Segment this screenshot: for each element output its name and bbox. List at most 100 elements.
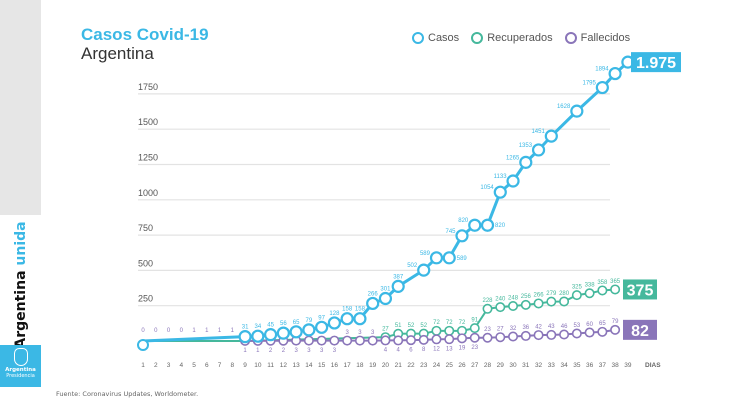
point-recuperados xyxy=(469,323,480,334)
point-casos xyxy=(519,155,533,169)
data-label: 820 xyxy=(495,223,506,229)
data-label: 23 xyxy=(471,345,478,351)
x-tick-label: 36 xyxy=(586,362,594,369)
point-recuperados xyxy=(610,284,621,295)
x-tick-label: 24 xyxy=(433,362,441,369)
point-fallecidos xyxy=(559,329,570,340)
y-tick-label: 750 xyxy=(138,223,153,233)
data-label: 42 xyxy=(535,324,542,330)
x-tick-label: 29 xyxy=(497,362,505,369)
x-tick-label: 9 xyxy=(243,362,247,369)
x-tick-label: 37 xyxy=(599,362,607,369)
data-label: 248 xyxy=(508,295,519,301)
point-fallecidos xyxy=(380,335,391,346)
point-casos xyxy=(378,291,393,306)
x-tick-label: 27 xyxy=(471,362,479,369)
point-fallecidos xyxy=(584,327,595,338)
final-value: 1.975 xyxy=(636,55,676,72)
data-label: 266 xyxy=(534,293,545,299)
data-label: 6 xyxy=(409,347,413,353)
source-note: Fuente: Coronavirus Updates, Worldometer… xyxy=(56,390,199,398)
x-tick-label: 23 xyxy=(420,362,428,369)
point-fallecidos xyxy=(610,324,621,335)
point-fallecidos xyxy=(405,335,416,346)
point-recuperados xyxy=(508,300,519,311)
data-label: 1795 xyxy=(583,81,597,87)
data-label: 1 xyxy=(243,348,247,354)
x-tick-label: 32 xyxy=(535,362,543,369)
x-axis-label: DIAS xyxy=(645,362,661,369)
x-tick-label: 38 xyxy=(612,362,620,369)
x-tick-label: 31 xyxy=(522,362,530,369)
x-tick-label: 21 xyxy=(395,362,403,369)
circle-icon xyxy=(564,32,577,44)
point-casos xyxy=(595,80,609,95)
data-label: 1 xyxy=(218,328,222,334)
data-label: 27 xyxy=(382,326,389,332)
chart-subtitle: Argentina xyxy=(81,44,154,63)
data-label: 72 xyxy=(433,320,440,326)
point-casos xyxy=(238,330,252,344)
data-label: 256 xyxy=(521,294,532,300)
point-recuperados xyxy=(520,299,531,310)
data-label: 820 xyxy=(458,218,469,224)
point-fallecidos xyxy=(546,329,557,340)
point-fallecidos xyxy=(444,334,455,345)
point-fallecidos xyxy=(316,335,327,346)
x-tick-label: 2 xyxy=(154,362,158,369)
x-tick-label: 11 xyxy=(267,362,274,369)
x-tick-label: 4 xyxy=(179,362,183,369)
point-casos xyxy=(429,251,444,265)
point-recuperados xyxy=(482,303,493,314)
point-casos xyxy=(417,263,431,277)
circle-icon xyxy=(471,32,484,44)
final-value-badge xyxy=(631,52,681,73)
data-label: 301 xyxy=(380,286,391,292)
data-label: 0 xyxy=(180,328,184,334)
y-tick-label: 1000 xyxy=(138,188,158,198)
x-tick-label: 20 xyxy=(382,362,390,369)
x-tick-label: 17 xyxy=(344,362,352,369)
data-label: 158 xyxy=(355,307,366,313)
data-label: 589 xyxy=(420,251,431,257)
point-casos xyxy=(276,326,290,340)
x-tick-label: 6 xyxy=(205,362,209,369)
point-casos xyxy=(251,329,265,343)
data-label: 1451 xyxy=(531,129,545,135)
point-fallecidos xyxy=(354,335,365,346)
x-tick-label: 22 xyxy=(407,362,415,369)
x-tick-label: 16 xyxy=(331,362,339,369)
x-tick-label: 35 xyxy=(573,362,581,369)
data-label: 3 xyxy=(320,348,324,354)
data-label: 240 xyxy=(495,296,506,302)
data-label: 3 xyxy=(294,348,298,354)
data-label: 45 xyxy=(267,323,274,329)
x-tick-label: 19 xyxy=(369,362,377,369)
x-tick-label: 33 xyxy=(548,362,556,369)
data-label: 1 xyxy=(192,328,196,334)
x-tick-label: 14 xyxy=(305,362,313,369)
point-casos xyxy=(480,218,495,232)
data-label: 65 xyxy=(293,320,300,326)
x-tick-label: 26 xyxy=(458,362,466,369)
data-label: 8 xyxy=(422,347,426,353)
data-label: 358 xyxy=(597,280,608,286)
x-tick-label: 28 xyxy=(484,362,492,369)
data-label: 4 xyxy=(384,348,388,354)
data-label: 1628 xyxy=(557,104,571,110)
data-label: 32 xyxy=(510,326,517,332)
point-recuperados xyxy=(546,296,557,307)
point-fallecidos xyxy=(456,333,467,344)
point-casos xyxy=(366,296,380,311)
data-label: 1 xyxy=(205,328,209,334)
data-label: 365 xyxy=(610,279,621,285)
point-fallecidos xyxy=(342,335,353,346)
data-label: 3 xyxy=(358,330,362,336)
point-casos xyxy=(442,251,456,265)
data-label: 52 xyxy=(420,323,427,329)
data-label: 1265 xyxy=(506,155,520,161)
point-casos xyxy=(493,185,507,199)
data-label: 72 xyxy=(459,320,466,326)
logo-line2: Presidencia xyxy=(6,373,35,379)
